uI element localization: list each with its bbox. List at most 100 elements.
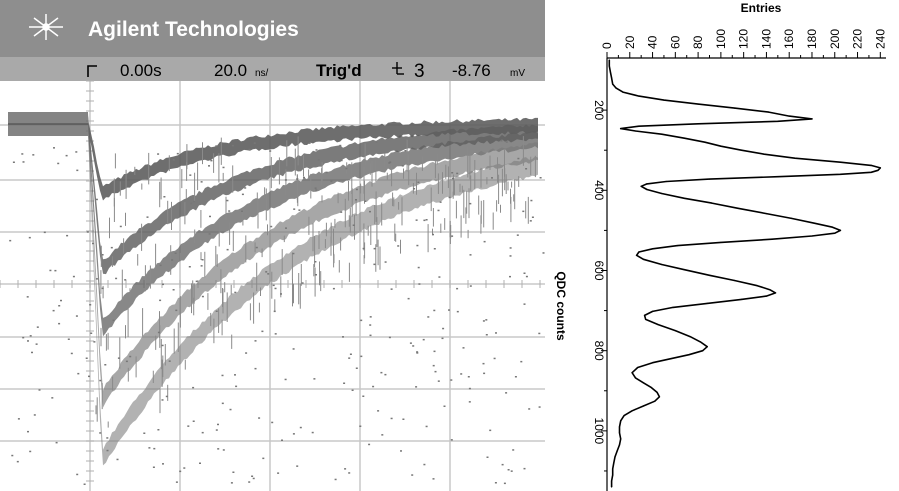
waveform-dot	[172, 159, 175, 161]
histogram-point	[708, 274, 711, 276]
waveform-dot	[369, 334, 372, 337]
waveform-dot	[93, 341, 96, 343]
waveform-dot	[483, 372, 486, 375]
histogram-point	[706, 302, 708, 304]
waveform-dot	[292, 433, 295, 435]
waveform-dot	[292, 348, 295, 350]
qdc-tick-label: 200	[592, 100, 606, 120]
waveform-dot	[495, 332, 497, 334]
waveform-dot	[54, 269, 57, 272]
histogram-point	[620, 128, 622, 130]
trigger-position-marker-icon	[87, 65, 97, 77]
waveform-dot	[281, 439, 283, 441]
waveform-dot	[416, 352, 419, 354]
waveform-dot	[401, 165, 404, 167]
histogram-point	[870, 171, 872, 173]
waveform-dot	[301, 282, 304, 284]
waveform-dot	[32, 154, 35, 156]
waveform-dot	[432, 478, 435, 480]
waveform-dot	[255, 246, 258, 249]
waveform-dot	[364, 200, 367, 202]
histogram-point	[763, 153, 765, 155]
waveform-dot	[162, 283, 164, 286]
waveform-dot	[375, 141, 378, 143]
waveform-dot	[514, 376, 517, 378]
histogram-point	[756, 285, 758, 287]
timebase-unit: ns/	[255, 68, 269, 79]
waveform-dot	[201, 295, 204, 298]
histogram-point	[642, 405, 644, 407]
histogram-point	[774, 292, 777, 294]
histogram-point	[618, 444, 621, 446]
waveform-dot	[70, 352, 73, 355]
y-axis-label: Entries	[741, 1, 782, 15]
waveform-dot	[192, 420, 195, 422]
waveform-dot	[244, 187, 247, 189]
waveform-dot	[16, 460, 19, 463]
waveform-dot	[33, 414, 36, 416]
waveform-dot	[525, 275, 528, 278]
waveform-dot	[296, 178, 299, 180]
waveform-dot	[388, 336, 391, 339]
waveform-dot	[510, 470, 513, 472]
waveform-dot	[418, 283, 421, 285]
waveform-dot	[22, 336, 25, 339]
waveform-dot	[193, 200, 196, 203]
timebase-value: 20.0	[214, 61, 247, 80]
waveform-dot	[360, 355, 363, 358]
waveform-dot	[265, 271, 268, 273]
waveform-dot	[119, 225, 122, 228]
waveform-dot	[432, 233, 434, 236]
waveform-dot	[334, 478, 337, 481]
waveform-dot	[267, 273, 270, 275]
waveform-dot	[344, 468, 347, 470]
waveform-dot	[53, 147, 55, 149]
waveform-dot	[362, 395, 365, 397]
waveform-dot	[258, 417, 261, 419]
histogram-point	[661, 133, 663, 135]
waveform-dot	[90, 332, 93, 334]
waveform-dot	[456, 310, 459, 313]
waveform-dot	[509, 255, 512, 257]
waveform-dot	[486, 456, 489, 458]
waveform-dot	[425, 425, 428, 428]
waveform-dot	[348, 357, 351, 359]
scope-waveforms	[8, 112, 545, 485]
waveform-dot	[11, 454, 14, 457]
waveform-dot	[29, 335, 32, 337]
waveform-dot	[448, 196, 451, 199]
waveform-dot	[343, 382, 346, 384]
waveform-dot	[27, 430, 29, 433]
waveform-dot	[187, 425, 190, 427]
waveform-dot	[460, 373, 463, 375]
waveform-dot	[190, 202, 193, 205]
waveform-dot	[88, 375, 90, 378]
waveform-dot	[413, 188, 416, 190]
waveform-dot	[143, 432, 146, 434]
waveform-dot	[188, 266, 191, 268]
waveform-dot	[215, 145, 218, 147]
histogram-point	[768, 111, 770, 113]
waveform-dot	[175, 309, 178, 312]
waveform-dot	[469, 285, 472, 287]
histogram-point	[613, 462, 615, 464]
waveform-dot	[75, 315, 78, 317]
waveform-dot	[468, 401, 471, 403]
waveform-dot	[106, 437, 109, 439]
waveform-dot	[522, 210, 525, 213]
entries-tick-label: 0	[600, 42, 614, 49]
histogram-point	[839, 161, 841, 163]
waveform-dot	[523, 272, 526, 274]
waveform-dot	[101, 254, 104, 256]
waveform-dot	[215, 429, 218, 431]
waveform-dot	[175, 481, 178, 483]
histogram-point	[777, 176, 779, 178]
entries-tick-label: 220	[851, 29, 865, 49]
brand-name: Agilent Technologies	[88, 18, 299, 41]
waveform-dot	[38, 389, 41, 391]
waveform-dot	[49, 269, 52, 272]
histogram-point	[670, 358, 672, 360]
histogram-point	[740, 149, 742, 151]
waveform-dot	[251, 475, 254, 477]
waveform-dot	[86, 231, 89, 233]
